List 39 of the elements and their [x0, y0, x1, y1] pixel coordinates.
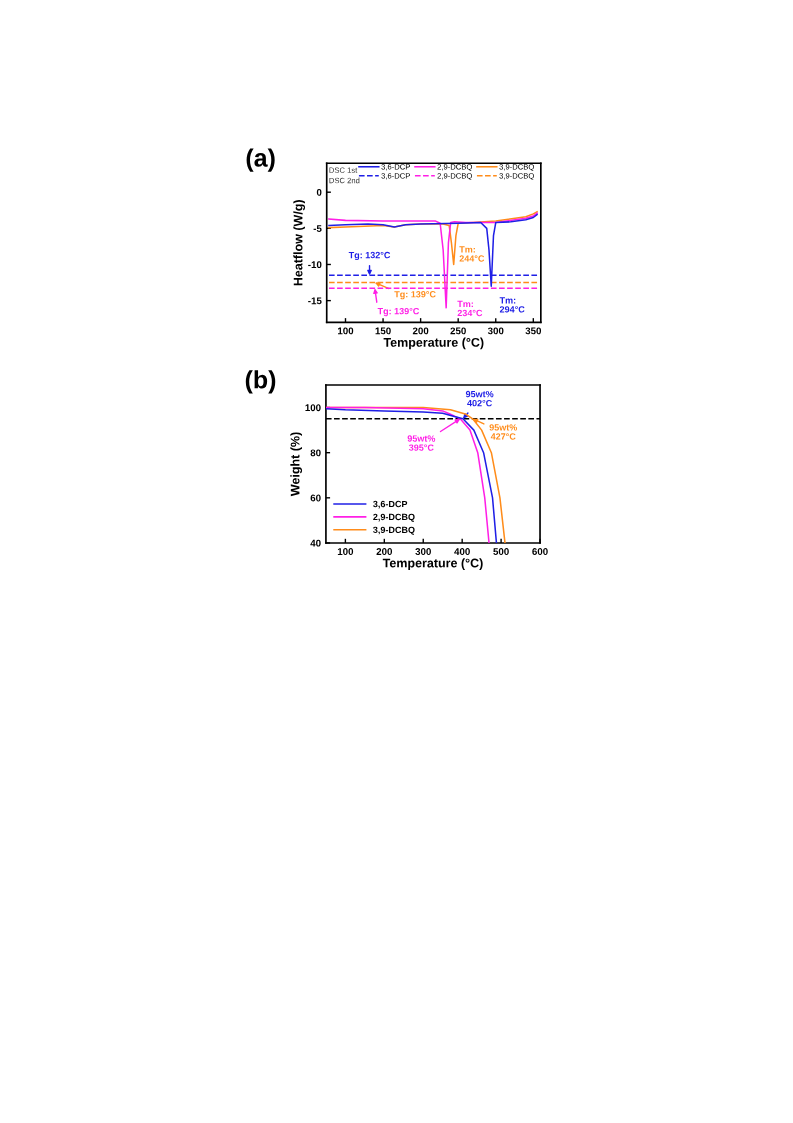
annotation: Tg: 139°C [394, 291, 436, 300]
x-tick-label: 100 [338, 327, 354, 335]
y-tick-label: 100 [305, 404, 321, 412]
line-series [328, 213, 538, 287]
x-tick-label: 350 [525, 327, 542, 335]
x-tick-label: 500 [493, 548, 509, 555]
annotation: Tg: 132°C [348, 251, 391, 261]
annotation: Tg: 139°C [377, 307, 420, 317]
x-tick-label: 300 [415, 548, 431, 555]
x-tick-label: 150 [375, 327, 391, 335]
x-tick-label: 100 [337, 548, 354, 555]
annotation: Tm: 234°C [457, 300, 483, 317]
y-axis-title: Weight (%) [290, 432, 303, 497]
y-axis-title: Heatflow (W/g) [293, 200, 306, 286]
y-tick-label: 0 [316, 188, 322, 196]
annotation: Tm: 244°C [459, 246, 485, 262]
y-tick-label: 60 [310, 494, 321, 502]
x-tick-label: 200 [376, 548, 393, 555]
x-tick-label: 250 [450, 327, 466, 335]
legend-label: 3,6-DCP [373, 500, 408, 509]
y-tick-label: 40 [310, 539, 321, 547]
x-tick-label: 200 [412, 327, 429, 335]
y-tick-label: 80 [310, 449, 321, 457]
annotation: 95wt% 395°C [407, 435, 436, 451]
annotation: 95wt% 427°C [489, 424, 518, 440]
legend-label: 2,9-DCBQ [373, 513, 415, 522]
chart-title: (b) [245, 370, 276, 394]
annotation: Tm: 294°C [499, 297, 525, 313]
x-axis-title: Temperature (°C) [382, 558, 483, 570]
y-tick-label: -10 [308, 261, 322, 269]
x-tick-label: 600 [532, 548, 548, 555]
y-tick-label: -15 [308, 297, 322, 305]
legend-label: 3,9-DCBQ [373, 526, 415, 535]
x-tick-label: 300 [487, 327, 504, 335]
chart-title: (a) [246, 148, 275, 172]
annotation: 95wt% 402°C [465, 390, 494, 407]
x-axis-title: Temperature (°C) [383, 337, 484, 350]
y-tick-label: -5 [313, 225, 322, 232]
x-tick-label: 400 [454, 548, 470, 555]
